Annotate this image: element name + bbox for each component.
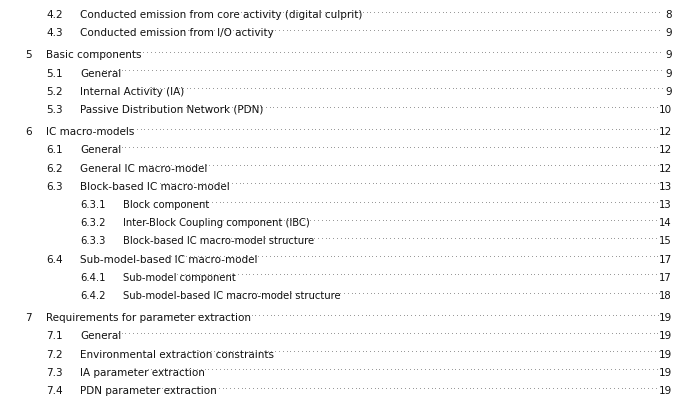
Text: 9: 9 <box>665 68 672 79</box>
Text: General IC macro-model: General IC macro-model <box>80 163 208 173</box>
Text: 6.3.3: 6.3.3 <box>80 236 105 246</box>
Text: 17: 17 <box>659 254 672 264</box>
Text: 10: 10 <box>659 105 672 115</box>
Text: IC macro-models: IC macro-models <box>46 127 134 137</box>
Text: 7: 7 <box>25 312 32 322</box>
Text: 12: 12 <box>659 145 672 155</box>
Text: Conducted emission from I/O activity: Conducted emission from I/O activity <box>80 28 274 38</box>
Text: 7.3: 7.3 <box>46 367 62 377</box>
Text: 12: 12 <box>659 127 672 137</box>
Text: 15: 15 <box>659 236 672 246</box>
Text: 19: 19 <box>659 367 672 377</box>
Text: Sub-model component: Sub-model component <box>123 272 236 282</box>
Text: Sub-model-based IC macro-model: Sub-model-based IC macro-model <box>80 254 258 264</box>
Text: 5.3: 5.3 <box>46 105 62 115</box>
Text: 5.2: 5.2 <box>46 87 62 97</box>
Text: 6.1: 6.1 <box>46 145 62 155</box>
Text: 12: 12 <box>659 163 672 173</box>
Text: 7.4: 7.4 <box>46 385 62 395</box>
Text: 6.4.1: 6.4.1 <box>80 272 105 282</box>
Text: 6.4.2: 6.4.2 <box>80 290 105 300</box>
Text: 18: 18 <box>660 290 672 300</box>
Text: 9: 9 <box>665 28 672 38</box>
Text: 5: 5 <box>25 50 32 60</box>
Text: Basic components: Basic components <box>46 50 142 60</box>
Text: 19: 19 <box>659 330 672 341</box>
Text: 9: 9 <box>665 50 672 60</box>
Text: Requirements for parameter extraction: Requirements for parameter extraction <box>46 312 251 322</box>
Text: 6.3: 6.3 <box>46 181 62 191</box>
Text: 13: 13 <box>659 181 672 191</box>
Text: 6.2: 6.2 <box>46 163 62 173</box>
Text: 17: 17 <box>659 272 672 282</box>
Text: 4.3: 4.3 <box>46 28 62 38</box>
Text: 9: 9 <box>665 87 672 97</box>
Text: General: General <box>80 330 121 341</box>
Text: General: General <box>80 68 121 79</box>
Text: 19: 19 <box>659 349 672 359</box>
Text: IA parameter extraction: IA parameter extraction <box>80 367 205 377</box>
Text: 6.3.2: 6.3.2 <box>80 218 105 228</box>
Text: 19: 19 <box>659 312 672 322</box>
Text: 19: 19 <box>659 385 672 395</box>
Text: 5.1: 5.1 <box>46 68 62 79</box>
Text: 14: 14 <box>660 218 672 228</box>
Text: 6.3.1: 6.3.1 <box>80 200 105 209</box>
Text: Block component: Block component <box>123 200 209 209</box>
Text: 4.2: 4.2 <box>46 10 62 20</box>
Text: Block-based IC macro-model structure: Block-based IC macro-model structure <box>123 236 314 246</box>
Text: Internal Activity (IA): Internal Activity (IA) <box>80 87 184 97</box>
Text: 6.4: 6.4 <box>46 254 62 264</box>
Text: Inter-Block Coupling component (IBC): Inter-Block Coupling component (IBC) <box>123 218 310 228</box>
Text: 7.2: 7.2 <box>46 349 62 359</box>
Text: 13: 13 <box>660 200 672 209</box>
Text: 8: 8 <box>665 10 672 20</box>
Text: General: General <box>80 145 121 155</box>
Text: Environmental extraction constraints: Environmental extraction constraints <box>80 349 274 359</box>
Text: Block-based IC macro-model: Block-based IC macro-model <box>80 181 229 191</box>
Text: 6: 6 <box>25 127 32 137</box>
Text: 7.1: 7.1 <box>46 330 62 341</box>
Text: Conducted emission from core activity (digital culprit): Conducted emission from core activity (d… <box>80 10 362 20</box>
Text: Sub-model-based IC macro-model structure: Sub-model-based IC macro-model structure <box>123 290 340 300</box>
Text: PDN parameter extraction: PDN parameter extraction <box>80 385 216 395</box>
Text: Passive Distribution Network (PDN): Passive Distribution Network (PDN) <box>80 105 263 115</box>
